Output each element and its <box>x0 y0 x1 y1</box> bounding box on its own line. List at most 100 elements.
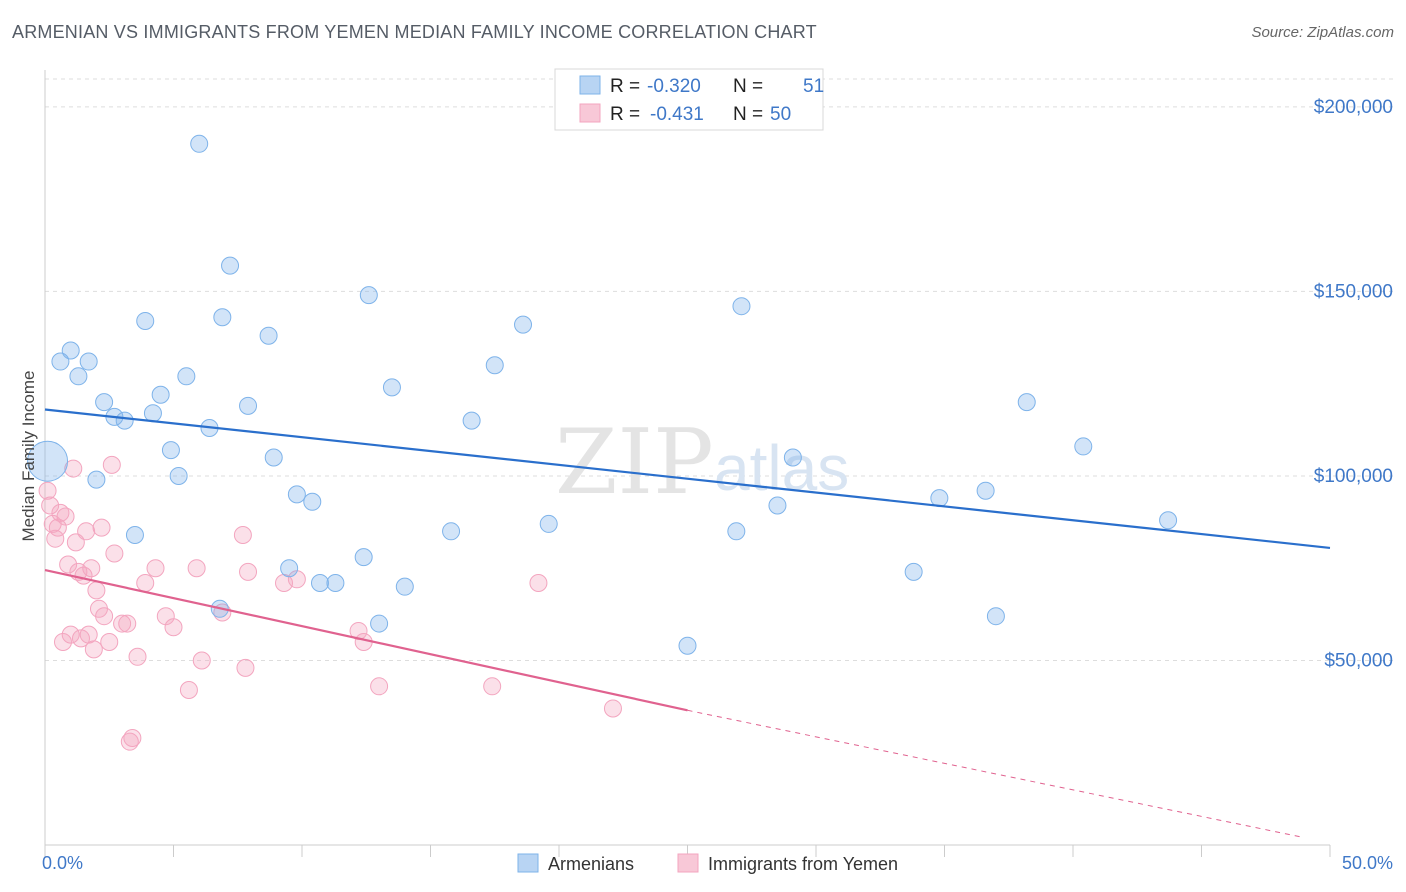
armenians-point <box>1074 437 1093 456</box>
armenians-point <box>727 522 746 541</box>
armenians-point <box>514 315 533 334</box>
x-tick-label: 50.0% <box>1342 853 1393 873</box>
yemen-point <box>239 562 258 581</box>
axes <box>44 70 1331 857</box>
yemen-point <box>370 677 389 696</box>
yemen-point <box>66 533 85 552</box>
legend-bottom-swatch-armenians <box>517 853 539 873</box>
yemen-point <box>92 518 111 537</box>
armenians-point <box>87 470 106 489</box>
armenians-point <box>190 134 209 153</box>
trend-lines <box>44 408 1331 839</box>
legend-n-label: N = <box>733 104 763 125</box>
armenians-point <box>95 393 114 412</box>
yemen-point <box>87 581 106 600</box>
legend-r-value: -0.320 <box>647 76 701 97</box>
series-yemen <box>38 455 622 751</box>
armenians-point <box>539 514 558 533</box>
yemen-point <box>483 677 502 696</box>
armenians-point <box>768 496 787 515</box>
armenians-point <box>442 522 461 541</box>
legend-n-value: 51 <box>803 76 824 97</box>
armenians-point <box>27 440 69 482</box>
armenians-point <box>259 326 278 345</box>
armenians-point <box>161 441 180 460</box>
yemen-point <box>84 640 103 659</box>
yemen-point <box>56 507 75 526</box>
armenians-point <box>310 573 329 592</box>
armenians-point <box>1017 393 1036 412</box>
armenians-point <box>61 341 80 360</box>
armenians-point <box>986 607 1005 626</box>
armenians-point <box>115 411 134 430</box>
armenians-point <box>382 378 401 397</box>
armenians-point <box>303 492 322 511</box>
armenians-point <box>51 352 70 371</box>
armenians-point <box>485 356 504 375</box>
y-tick-label: $150,000 <box>1314 281 1393 302</box>
yemen-point <box>102 455 121 474</box>
legend-r-value: -0.431 <box>650 104 704 125</box>
chart-title: ARMENIAN VS IMMIGRANTS FROM YEMEN MEDIAN… <box>12 22 817 42</box>
armenians-point <box>125 526 144 544</box>
legend-n-value: 50 <box>770 104 791 125</box>
armenians-point <box>904 562 923 581</box>
yemen-point <box>51 503 70 522</box>
armenians-point <box>280 559 299 578</box>
yemen-point <box>61 625 80 644</box>
source-label: Source: ZipAtlas.com <box>1251 24 1394 41</box>
legend-swatch-yemen <box>579 103 601 123</box>
yemen-point <box>46 529 65 548</box>
armenians-point <box>177 367 196 386</box>
armenians-point <box>264 448 283 467</box>
armenians-point <box>370 614 389 633</box>
armenians-point <box>79 352 98 371</box>
armenians-point <box>239 396 258 415</box>
yemen-point <box>95 607 114 626</box>
series-legend: Armenians Immigrants from Yemen <box>517 853 898 874</box>
yemen-point <box>192 651 211 670</box>
legend-armenians: Armenians <box>548 854 634 874</box>
yemen-point <box>113 614 132 633</box>
armenians-point <box>354 548 373 567</box>
armenians-point <box>395 577 414 596</box>
armenians-point <box>213 308 232 327</box>
yemen-point <box>123 728 142 747</box>
yemen-point <box>53 633 72 652</box>
armenians-point <box>287 485 306 504</box>
armenians-point <box>732 297 751 316</box>
legend-r-label: R = <box>610 104 640 125</box>
legend-bottom-swatch-yemen <box>677 853 699 873</box>
armenians-point <box>143 404 162 423</box>
yemen-point <box>59 555 78 574</box>
armenians-point <box>976 481 995 500</box>
legend-swatch-armenians <box>579 75 601 95</box>
armenians-point <box>783 448 802 467</box>
yemen-point <box>164 618 183 637</box>
legend-yemen: Immigrants from Yemen <box>708 854 898 874</box>
armenians-point <box>151 385 170 404</box>
yemen-point <box>128 647 147 666</box>
stats-legend: R = -0.320 N = 51 R = -0.431 N = 50 <box>554 68 824 131</box>
y-tick-label: $100,000 <box>1314 466 1393 487</box>
armenians-point <box>1159 511 1178 530</box>
y-tick-label: $200,000 <box>1314 97 1393 118</box>
yemen-point <box>179 681 198 699</box>
y-tick-label: $50,000 <box>1324 650 1393 671</box>
armenians-point <box>326 573 345 592</box>
yemen-point <box>100 633 119 652</box>
y-axis-label: Median Family Income <box>19 370 38 541</box>
armenians-point <box>136 311 155 330</box>
yemen-point <box>136 573 155 592</box>
armenians-point <box>69 367 88 386</box>
armenians-point <box>678 636 697 655</box>
watermark-atlas: atlas <box>714 432 849 504</box>
series-armenians <box>27 134 1178 655</box>
yemen-point <box>38 481 57 500</box>
yemen-point <box>77 522 96 541</box>
legend-n-label: N = <box>733 76 763 97</box>
armenians-trend-line <box>44 408 1331 550</box>
armenians-point <box>359 286 378 305</box>
yemen-point <box>236 658 255 677</box>
yemen-point <box>41 496 60 515</box>
